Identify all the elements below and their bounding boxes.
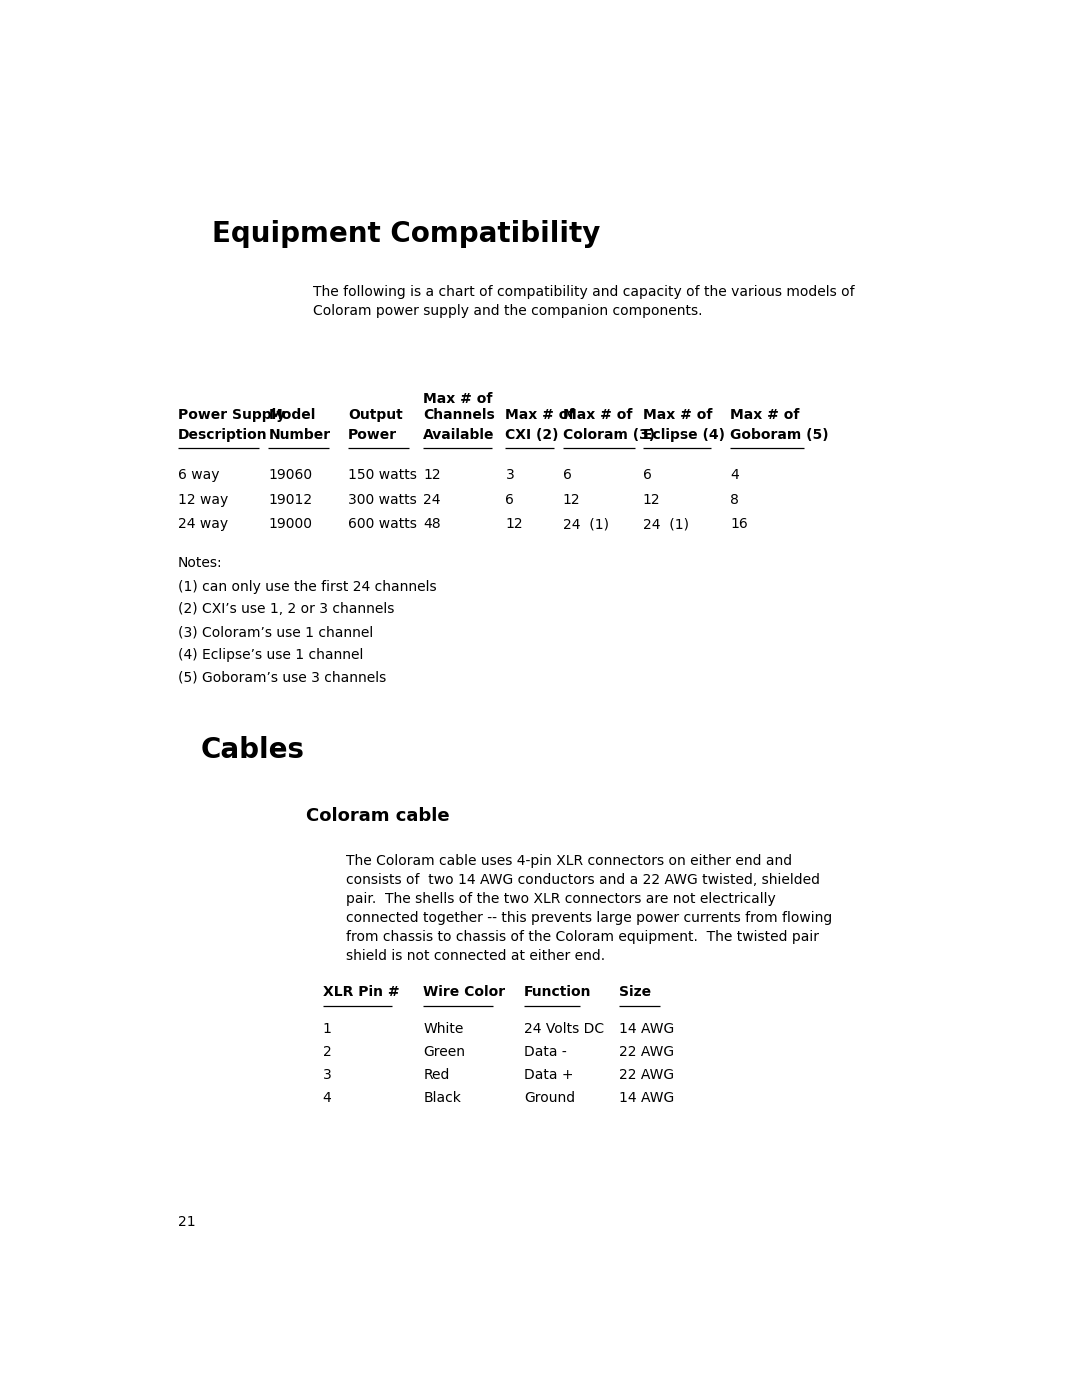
Text: Cables: Cables bbox=[201, 736, 305, 764]
Text: 6: 6 bbox=[643, 468, 651, 482]
Text: 22 AWG: 22 AWG bbox=[619, 1045, 675, 1059]
Text: Eclipse (4): Eclipse (4) bbox=[643, 427, 725, 441]
Text: 12 way: 12 way bbox=[177, 493, 228, 507]
Text: 16: 16 bbox=[730, 517, 748, 531]
Text: Number: Number bbox=[268, 427, 330, 441]
Text: 4: 4 bbox=[730, 468, 739, 482]
Text: 600 watts: 600 watts bbox=[348, 517, 417, 531]
Text: CXI (2): CXI (2) bbox=[505, 427, 559, 441]
Text: Goboram (5): Goboram (5) bbox=[730, 427, 828, 441]
Text: 24: 24 bbox=[423, 493, 441, 507]
Text: The following is a chart of compatibility and capacity of the various models of
: The following is a chart of compatibilit… bbox=[313, 285, 855, 317]
Text: 2: 2 bbox=[323, 1045, 332, 1059]
Text: Channels: Channels bbox=[423, 408, 495, 422]
Text: 6: 6 bbox=[505, 493, 514, 507]
Text: Notes:: Notes: bbox=[177, 556, 222, 570]
Text: Max # of: Max # of bbox=[505, 408, 575, 422]
Text: 19012: 19012 bbox=[268, 493, 312, 507]
Text: 24 Volts DC: 24 Volts DC bbox=[524, 1021, 604, 1035]
Text: Output: Output bbox=[348, 408, 403, 422]
Text: 150 watts: 150 watts bbox=[348, 468, 417, 482]
Text: 22 AWG: 22 AWG bbox=[619, 1067, 675, 1081]
Text: Description: Description bbox=[177, 427, 267, 441]
Text: Coloram (3): Coloram (3) bbox=[563, 427, 654, 441]
Text: Max # of: Max # of bbox=[730, 408, 799, 422]
Text: 12: 12 bbox=[563, 493, 580, 507]
Text: Green: Green bbox=[423, 1045, 465, 1059]
Text: Model: Model bbox=[268, 408, 315, 422]
Text: 21: 21 bbox=[177, 1215, 195, 1229]
Text: 8: 8 bbox=[730, 493, 739, 507]
Text: (4) Eclipse’s use 1 channel: (4) Eclipse’s use 1 channel bbox=[177, 648, 363, 662]
Text: 300 watts: 300 watts bbox=[348, 493, 417, 507]
Text: The Coloram cable uses 4-pin XLR connectors on either end and
consists of  two 1: The Coloram cable uses 4-pin XLR connect… bbox=[346, 855, 832, 963]
Text: 1: 1 bbox=[323, 1021, 332, 1035]
Text: 12: 12 bbox=[505, 517, 523, 531]
Text: Power: Power bbox=[348, 427, 397, 441]
Text: Coloram cable: Coloram cable bbox=[306, 806, 449, 824]
Text: Data -: Data - bbox=[524, 1045, 567, 1059]
Text: Max # of: Max # of bbox=[643, 408, 712, 422]
Text: 48: 48 bbox=[423, 517, 441, 531]
Text: Power Supply: Power Supply bbox=[177, 408, 285, 422]
Text: Function: Function bbox=[524, 985, 592, 999]
Text: (1) can only use the first 24 channels: (1) can only use the first 24 channels bbox=[177, 580, 436, 594]
Text: Size: Size bbox=[619, 985, 651, 999]
Text: Data +: Data + bbox=[524, 1067, 573, 1081]
Text: Available: Available bbox=[423, 427, 495, 441]
Text: (3) Coloram’s use 1 channel: (3) Coloram’s use 1 channel bbox=[177, 624, 373, 638]
Text: 4: 4 bbox=[323, 1091, 332, 1105]
Text: White: White bbox=[423, 1021, 463, 1035]
Text: 14 AWG: 14 AWG bbox=[619, 1091, 675, 1105]
Text: 3: 3 bbox=[323, 1067, 332, 1081]
Text: 24 way: 24 way bbox=[177, 517, 228, 531]
Text: (2) CXI’s use 1, 2 or 3 channels: (2) CXI’s use 1, 2 or 3 channels bbox=[177, 602, 394, 616]
Text: Wire Color: Wire Color bbox=[423, 985, 505, 999]
Text: 19060: 19060 bbox=[268, 468, 312, 482]
Text: Max # of: Max # of bbox=[563, 408, 632, 422]
Text: 6: 6 bbox=[563, 468, 571, 482]
Text: Equipment Compatibility: Equipment Compatibility bbox=[213, 219, 600, 249]
Text: 14 AWG: 14 AWG bbox=[619, 1021, 675, 1035]
Text: XLR Pin #: XLR Pin # bbox=[323, 985, 400, 999]
Text: Max # of: Max # of bbox=[423, 393, 492, 407]
Text: (5) Goboram’s use 3 channels: (5) Goboram’s use 3 channels bbox=[177, 671, 386, 685]
Text: 19000: 19000 bbox=[268, 517, 312, 531]
Text: 24  (1): 24 (1) bbox=[643, 517, 689, 531]
Text: Red: Red bbox=[423, 1067, 449, 1081]
Text: 6 way: 6 way bbox=[177, 468, 219, 482]
Text: Black: Black bbox=[423, 1091, 461, 1105]
Text: 3: 3 bbox=[505, 468, 514, 482]
Text: 24  (1): 24 (1) bbox=[563, 517, 609, 531]
Text: 12: 12 bbox=[423, 468, 441, 482]
Text: 12: 12 bbox=[643, 493, 660, 507]
Text: Ground: Ground bbox=[524, 1091, 576, 1105]
